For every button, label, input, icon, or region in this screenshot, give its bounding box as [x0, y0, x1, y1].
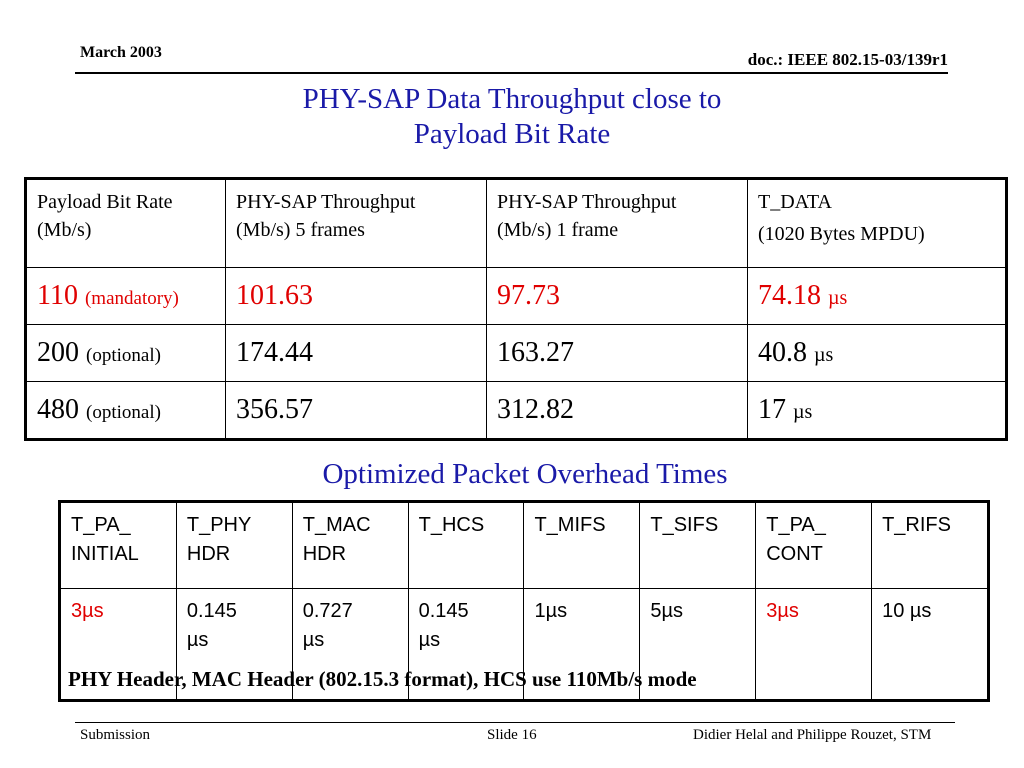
header-cell: T_MAC HDR [291, 501, 409, 589]
section-subtitle: Optimized Packet Overhead Times [322, 458, 728, 490]
slide-title-line2: Payload Bit Rate [413, 118, 611, 150]
tdata-cell: 74.18 µs [747, 267, 1007, 325]
footer-divider [75, 722, 955, 723]
rate-note: (optional) [86, 402, 161, 423]
header-cell: T_PA_ INITIAL [59, 501, 177, 589]
value-cell: 5µs [639, 588, 757, 701]
header-text: T_MAC [302, 514, 371, 536]
one-frame-cell: 97.73 [486, 267, 748, 325]
value-text: 3µs [766, 600, 799, 622]
tdata-value: 17 [758, 394, 786, 425]
tdata-value: 40.8 [758, 337, 807, 368]
rate-value: 480 [37, 394, 79, 425]
rate-cell: 480 (optional) [25, 381, 226, 440]
header-text: (Mb/s) [37, 219, 92, 241]
rate-value: 200 [37, 337, 79, 368]
value-cell: 3µs [59, 588, 177, 701]
header-cell: PHY-SAP Throughput (Mb/s) 5 frames [225, 178, 487, 268]
one-frame-cell: 163.27 [486, 324, 748, 382]
tdata-value: 74.18 [758, 280, 821, 311]
footer-slide-number: Slide 16 [487, 727, 537, 743]
footer-submission: Submission [80, 727, 151, 743]
header-text: T_PA_ [766, 514, 826, 536]
header-text: T_MIFS [534, 514, 606, 536]
header-text: T_PA_ [71, 514, 131, 536]
header-cell: T_DATA (1020 Bytes MPDU) [747, 178, 1007, 268]
value-text: 0.727 [302, 600, 353, 622]
header-text: (1020 Bytes MPDU) [758, 223, 925, 245]
one-frame-cell: 312.82 [486, 381, 748, 440]
value-text: 1µs [534, 600, 568, 622]
slide-title: PHY-SAP Data Throughput close to Payload… [0, 82, 1024, 152]
value-text: 3µs [71, 600, 104, 622]
header-text: PHY-SAP Throughput [236, 191, 416, 213]
table-row: 110 (mandatory) 101.63 97.73 74.18 µs [25, 267, 1007, 325]
header-cell: Payload Bit Rate (Mb/s) [25, 178, 226, 268]
value-cell: 10 µs [871, 588, 989, 701]
header-text: T_DATA [758, 191, 832, 213]
value-text: 0.145 [186, 600, 237, 622]
value-text: 5µs [650, 600, 684, 622]
header-text: T_SIFS [650, 514, 719, 536]
value-cell: 3µs [755, 588, 873, 701]
value-unit: µs [302, 629, 325, 651]
header-text: T_RIFS [882, 514, 951, 536]
value-unit: µs [418, 629, 441, 651]
rate-cell: 200 (optional) [25, 324, 226, 382]
rate-note: (mandatory) [84, 288, 179, 309]
five-frame-cell: 356.57 [225, 381, 487, 440]
unit: µs [814, 344, 834, 366]
header-date: March 2003 [80, 44, 162, 61]
header-cell: T_RIFS [871, 501, 989, 589]
header-cell: T_HCS [407, 501, 525, 589]
value-cell: 0.727 µs [291, 588, 409, 701]
table-row: 200 (optional) 174.44 163.27 40.8 µs [25, 324, 1007, 382]
overhead-table: T_PA_ INITIAL T_PHY HDR T_MAC HDR T_HCS T_M… [58, 500, 990, 702]
header-text: CONT [766, 543, 823, 565]
slide-title-line1: PHY-SAP Data Throughput close to [302, 83, 722, 115]
value-text: 0.145 [418, 600, 469, 622]
header-text: HDR [186, 543, 231, 565]
unit: µs [793, 401, 813, 423]
five-frame-cell: 101.63 [225, 267, 487, 325]
header-text: PHY-SAP Throughput [497, 191, 677, 213]
table-row: 480 (optional) 356.57 312.82 17 µs [25, 381, 1007, 440]
value-cell: 0.145 µs [407, 588, 525, 701]
value-cell: 0.145 µs [175, 588, 293, 701]
value-text: 10 µs [882, 600, 932, 622]
header-cell: T_MIFS [523, 501, 641, 589]
footer-authors: Didier Helal and Philippe Rouzet, STM [693, 727, 932, 743]
unit: µs [828, 287, 848, 309]
tdata-cell: 17 µs [747, 381, 1007, 440]
header-cell: PHY-SAP Throughput (Mb/s) 1 frame [486, 178, 748, 268]
five-frame-cell: 174.44 [225, 324, 487, 382]
header-divider [75, 72, 948, 74]
header-cell: T_PA_ CONT [755, 501, 873, 589]
header-text: INITIAL [71, 543, 139, 565]
table-header-row: T_PA_ INITIAL T_PHY HDR T_MAC HDR T_HCS T_M… [59, 501, 989, 589]
table-header-row: Payload Bit Rate (Mb/s) PHY-SAP Throughp… [25, 178, 1007, 268]
footnote: PHY Header, MAC Header (802.15.3 format)… [68, 667, 697, 691]
value-cell: 1µs [523, 588, 641, 701]
header-text: T_PHY [186, 514, 252, 536]
rate-value: 110 [37, 280, 78, 311]
header-doc-id: doc.: IEEE 802.15-03/139r1 [747, 50, 948, 69]
table-row: 3µs 0.145 µs 0.727 µs 0.145 µs 1µs 5µs 3µs … [59, 588, 989, 701]
header-cell: T_PHY HDR [175, 501, 293, 589]
throughput-table: Payload Bit Rate (Mb/s) PHY-SAP Throughp… [24, 177, 1008, 441]
header-cell: T_SIFS [639, 501, 757, 589]
header-text: T_HCS [418, 514, 485, 536]
tdata-cell: 40.8 µs [747, 324, 1007, 382]
header-text: (Mb/s) 5 frames [236, 219, 365, 241]
rate-note: (optional) [86, 345, 161, 366]
header-text: (Mb/s) 1 frame [497, 219, 619, 241]
header-text: Payload Bit Rate [37, 191, 173, 213]
rate-cell: 110 (mandatory) [25, 267, 226, 325]
value-unit: µs [186, 629, 209, 651]
header-text: HDR [302, 543, 347, 565]
